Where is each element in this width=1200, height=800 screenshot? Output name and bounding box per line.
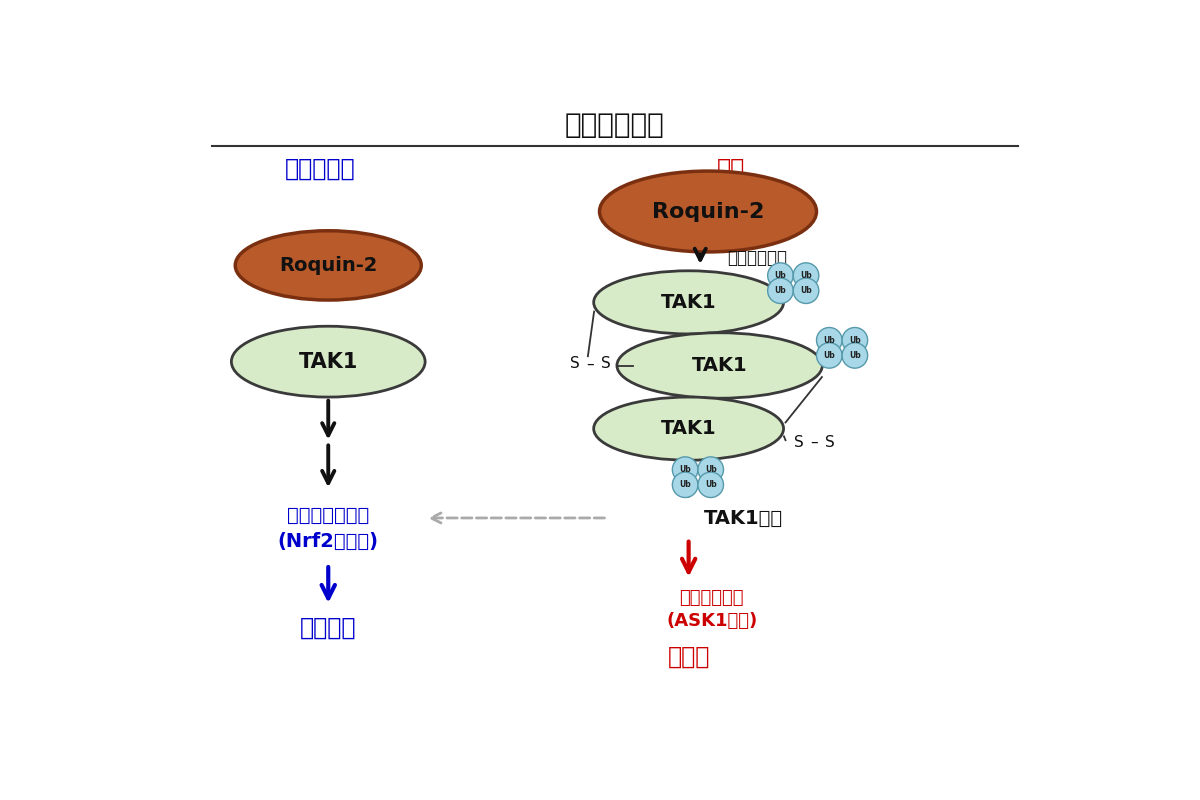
Circle shape: [793, 263, 818, 288]
Circle shape: [768, 278, 793, 303]
Text: Ub: Ub: [848, 336, 860, 345]
Text: 酸化ストレス: 酸化ストレス: [565, 111, 665, 139]
Text: Ub: Ub: [823, 336, 835, 345]
Text: Ub: Ub: [774, 286, 786, 295]
Ellipse shape: [594, 270, 784, 334]
Circle shape: [816, 342, 842, 368]
Text: S: S: [570, 357, 580, 371]
Text: Ub: Ub: [679, 465, 691, 474]
Text: ユビキチン化: ユビキチン化: [727, 250, 787, 267]
Text: Roquin-2: Roquin-2: [280, 256, 378, 275]
Circle shape: [698, 472, 724, 498]
Circle shape: [793, 278, 818, 303]
Circle shape: [842, 327, 868, 353]
Circle shape: [842, 342, 868, 368]
Text: S: S: [824, 435, 834, 450]
Text: 抗酸化システム: 抗酸化システム: [287, 506, 370, 525]
Ellipse shape: [617, 333, 822, 398]
Text: 細胞生存: 細胞生存: [300, 615, 356, 639]
Text: S: S: [794, 435, 804, 450]
Text: –: –: [810, 435, 818, 450]
Text: TAK1: TAK1: [299, 352, 358, 372]
Circle shape: [672, 472, 698, 498]
Text: Ub: Ub: [800, 286, 812, 295]
Text: Roquin-2: Roquin-2: [652, 202, 764, 222]
Text: 細胞死: 細胞死: [667, 645, 710, 669]
Ellipse shape: [235, 230, 421, 300]
Text: 低～中程度: 低～中程度: [286, 157, 356, 181]
Circle shape: [768, 263, 793, 288]
Text: TAK1: TAK1: [661, 293, 716, 312]
Text: TAK1分解: TAK1分解: [704, 509, 784, 527]
Text: TAK1: TAK1: [692, 356, 748, 375]
Text: Ub: Ub: [774, 271, 786, 280]
Text: アポトーシス: アポトーシス: [679, 589, 744, 607]
Ellipse shape: [600, 171, 816, 252]
Text: (Nrf2活性化): (Nrf2活性化): [277, 531, 379, 550]
Circle shape: [698, 457, 724, 482]
Ellipse shape: [232, 326, 425, 397]
Text: Ub: Ub: [704, 480, 716, 490]
Text: (ASK1など): (ASK1など): [666, 612, 757, 630]
Circle shape: [672, 457, 698, 482]
Text: Ub: Ub: [800, 271, 812, 280]
Text: S: S: [601, 357, 611, 371]
Text: Ub: Ub: [704, 465, 716, 474]
Text: Ub: Ub: [679, 480, 691, 490]
Ellipse shape: [594, 397, 784, 460]
Text: TAK1: TAK1: [661, 419, 716, 438]
Text: –: –: [587, 357, 594, 371]
Text: Ub: Ub: [848, 351, 860, 360]
Circle shape: [816, 327, 842, 353]
Text: 重度: 重度: [718, 157, 745, 181]
Text: Ub: Ub: [823, 351, 835, 360]
